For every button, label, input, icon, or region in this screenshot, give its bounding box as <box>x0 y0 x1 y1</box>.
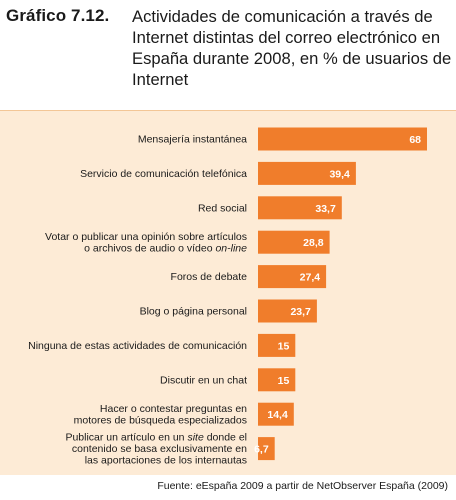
bar <box>258 402 294 426</box>
bar <box>258 299 317 323</box>
figure-label: Gráfico 7.12. <box>6 6 110 25</box>
value-label: 33,7 <box>315 203 336 215</box>
bar <box>258 333 296 357</box>
category-label: Ninguna de estas actividades de comunica… <box>28 340 247 352</box>
value-label: 68 <box>409 134 421 146</box>
value-label: 14,4 <box>267 409 288 421</box>
value-label: 28,8 <box>303 237 324 249</box>
bar <box>258 127 427 151</box>
value-label: 23,7 <box>290 306 311 318</box>
bar <box>258 161 356 185</box>
value-label: 27,4 <box>300 272 321 284</box>
bar <box>258 368 296 392</box>
figure-header: Gráfico 7.12. Actividades de comunicació… <box>6 4 452 104</box>
category-label: Votar o publicar una opinión sobre artíc… <box>45 231 247 255</box>
value-label: 15 <box>278 375 290 387</box>
chart-title: Actividades de comunicación a través de … <box>132 7 452 89</box>
value-label: 6,7 <box>254 444 269 456</box>
category-label: Red social <box>198 202 247 214</box>
chart-panel <box>0 110 456 475</box>
category-label: Hacer o contestar preguntas en motores de… <box>74 403 248 427</box>
category-label: Discutir en un chat <box>160 374 247 386</box>
category-label: Servicio de comunicación telefónica <box>80 168 247 180</box>
bar <box>258 230 330 254</box>
category-label: Foros de debate <box>171 271 248 283</box>
bar <box>258 265 327 289</box>
source-note: Fuente: eEspaña 2009 a partir de NetObse… <box>157 480 448 492</box>
bar-chart: 68 Mensajería instantánea 39,4 Servicio de … <box>28 127 427 467</box>
bar <box>258 196 342 220</box>
value-label: 39,4 <box>329 168 350 180</box>
bar <box>258 437 275 461</box>
category-label: Mensajería instantánea <box>138 134 247 146</box>
value-label: 15 <box>278 340 290 352</box>
category-label: Publicar un artículo en un site donde el… <box>65 432 247 467</box>
category-label: Blog o página personal <box>140 306 247 318</box>
